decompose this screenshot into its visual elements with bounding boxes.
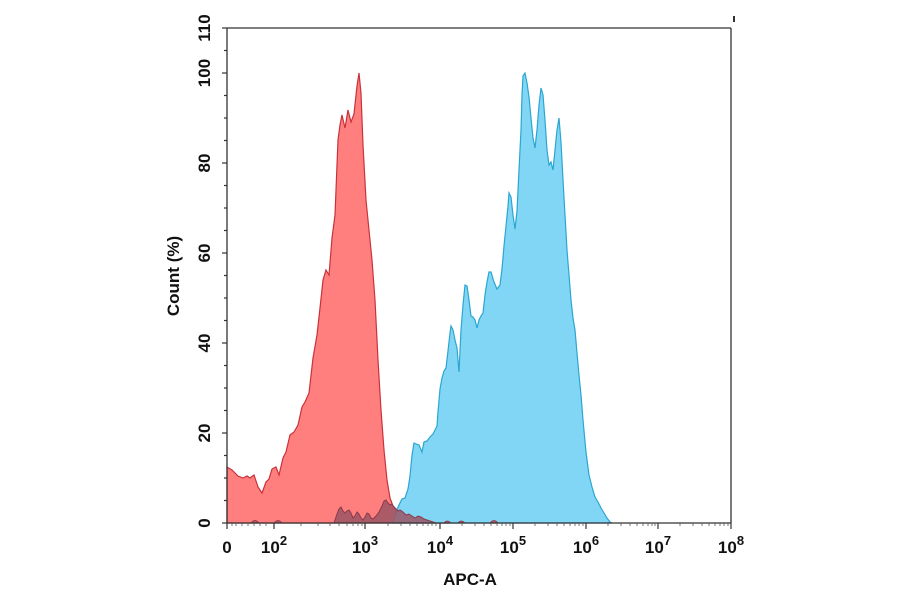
- stained-histogram-area: [392, 71, 613, 524]
- corner-marker: [733, 16, 735, 22]
- overlap-region: [333, 499, 437, 524]
- x-tick-label: 107: [645, 533, 671, 557]
- y-tick-label: 110: [195, 14, 214, 41]
- y-tick-label: 80: [195, 154, 214, 173]
- y-tick-label: 60: [195, 244, 214, 263]
- x-axis-ticks: [226, 523, 732, 529]
- x-tick-label: 105: [500, 533, 526, 557]
- y-tick-label: 40: [195, 334, 214, 353]
- plot-frame: [226, 27, 732, 524]
- x-tick-label: 104: [427, 533, 454, 557]
- x-axis-minor-ticks: [231, 523, 729, 526]
- y-tick-labels: 0 20 40 60 80 100 110: [195, 14, 214, 527]
- x-tick-label: 106: [573, 533, 599, 557]
- control-histogram-area: [226, 72, 451, 524]
- x-tick-label: 103: [352, 533, 378, 557]
- x-tick-labels: 0 102 103 104 105 106 107 108: [222, 533, 744, 557]
- x-axis-title: APC-A: [443, 570, 497, 589]
- y-axis-ticks: [222, 27, 227, 524]
- y-tick-label: 100: [195, 59, 214, 87]
- x-tick-label: 102: [261, 533, 287, 557]
- y-tick-label: 0: [195, 518, 214, 527]
- x-tick-label: 108: [718, 533, 744, 557]
- y-axis-title: Count (%): [164, 236, 183, 316]
- x-tick-label: 0: [222, 538, 231, 557]
- y-tick-label: 20: [195, 424, 214, 443]
